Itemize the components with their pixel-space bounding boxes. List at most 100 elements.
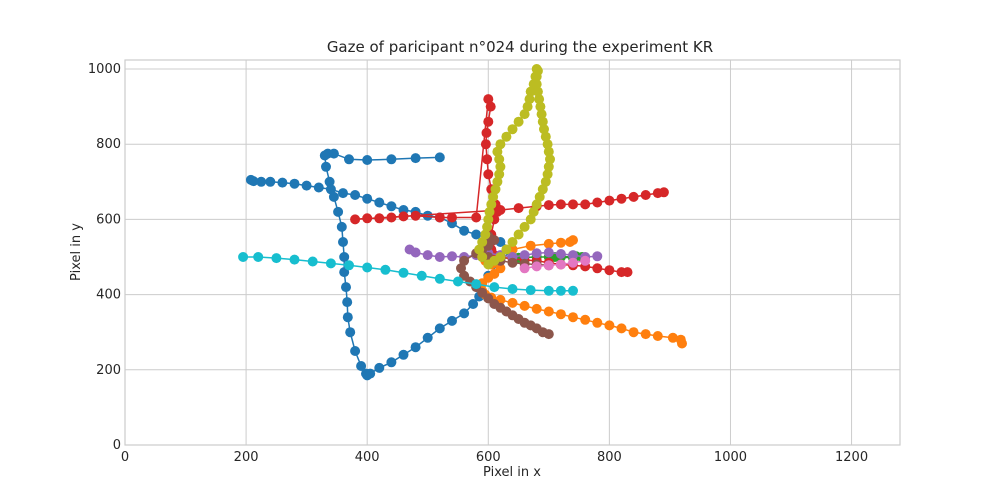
gaze-point [495, 139, 506, 150]
gaze-point [307, 256, 318, 267]
gaze-point [474, 244, 485, 255]
gaze-point [525, 240, 536, 251]
x-tick-label: 200 [234, 450, 259, 465]
gaze-point [333, 206, 344, 217]
chart-title: Gaze of paricipant n°024 during the expe… [327, 38, 713, 56]
gaze-point [568, 250, 578, 261]
gaze-point [492, 146, 503, 157]
gaze-point [485, 101, 496, 112]
gaze-point [507, 284, 518, 294]
gaze-point [483, 169, 494, 180]
gaze-point [342, 312, 353, 323]
gaze-point [447, 251, 457, 262]
x-tick-label: 0 [121, 450, 129, 465]
gaze-point [468, 299, 479, 309]
gaze-point [531, 248, 542, 259]
gaze-point [301, 180, 312, 191]
gaze-point [531, 261, 542, 272]
gaze-point [519, 300, 530, 311]
gaze-point [362, 213, 373, 224]
gaze-point [568, 285, 578, 296]
gaze-point [525, 214, 536, 225]
gaze-series [474, 64, 555, 270]
gaze-point [534, 94, 545, 105]
gaze-point [447, 315, 457, 326]
gaze-point [486, 199, 497, 210]
gaze-point [616, 193, 627, 204]
y-tick-label: 800 [96, 137, 121, 152]
gaze-point [365, 368, 376, 379]
gaze-point [477, 252, 488, 262]
gaze-point [471, 229, 482, 240]
gaze-point [484, 206, 495, 217]
gaze-point [482, 221, 493, 232]
gaze-point [410, 153, 421, 164]
gaze-point [543, 260, 554, 271]
gaze-point [580, 199, 591, 210]
y-tick-label: 600 [96, 212, 121, 227]
gaze-point [543, 146, 554, 157]
gaze-point [350, 214, 361, 225]
gaze-point [459, 308, 470, 319]
gaze-point [604, 265, 615, 276]
x-tick-label: 400 [355, 450, 380, 465]
gaze-point [580, 314, 591, 325]
gaze-point [483, 116, 494, 127]
gaze-point [253, 252, 264, 262]
gaze-point [256, 176, 267, 187]
gaze-point [245, 174, 256, 185]
gaze-point [459, 225, 470, 236]
gaze-point [345, 327, 356, 338]
y-axis-label: Pixel in y [69, 223, 84, 281]
gaze-point [555, 285, 566, 296]
gaze-point [342, 297, 353, 308]
gaze-point [488, 191, 499, 202]
gaze-point [524, 94, 535, 105]
gaze-point [528, 206, 539, 217]
gaze-point [675, 334, 686, 345]
gaze-point [434, 152, 445, 163]
gaze-point [592, 263, 603, 274]
gaze-point [410, 247, 421, 258]
gaze-point [495, 263, 506, 274]
gaze-point [495, 161, 506, 172]
gaze-point [410, 342, 421, 353]
gaze-point [362, 262, 373, 273]
gaze-point [386, 357, 397, 368]
gaze-point [604, 320, 615, 331]
gaze-point [336, 221, 347, 232]
y-tick-label: 0 [113, 438, 121, 453]
gaze-point [362, 193, 373, 204]
ticks: 0 200 400 600 800 1000 1200 0 200 400 600 800 1000 [88, 62, 868, 465]
y-tick-label: 400 [96, 288, 121, 303]
gaze-point [519, 221, 530, 232]
gaze-point [319, 150, 330, 161]
gaze-point [350, 190, 361, 200]
x-tick-label: 800 [597, 450, 622, 465]
gaze-point [480, 229, 491, 240]
x-axis-label: Pixel in x [483, 465, 541, 480]
gaze-point [537, 116, 548, 127]
gaze-point [374, 362, 385, 373]
gaze-point [616, 323, 627, 334]
gaze-point [545, 154, 555, 165]
gaze-point [374, 213, 385, 224]
gaze-point [494, 154, 505, 165]
data-series [238, 64, 687, 381]
gaze-point [667, 332, 678, 343]
gaze-point [492, 176, 503, 187]
gaze-point [422, 250, 433, 261]
gaze-point [543, 200, 554, 211]
gaze-point [536, 109, 547, 120]
gaze-point [501, 131, 512, 142]
gaze-point [313, 182, 324, 193]
grid [124, 60, 900, 446]
gaze-point [386, 212, 397, 223]
gaze-point [495, 205, 506, 215]
gaze-point [324, 176, 335, 187]
gaze-point [652, 331, 663, 341]
gaze-point [531, 79, 542, 90]
gaze-point [416, 270, 427, 281]
gaze-point [380, 264, 391, 275]
